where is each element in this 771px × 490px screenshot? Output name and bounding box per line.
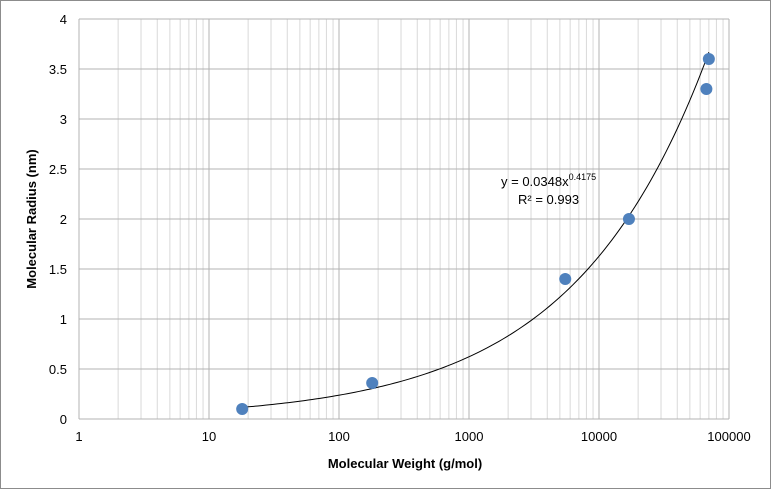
trendline-equation-base: y = 0.0348x [501, 174, 569, 189]
x-axis-title: Molecular Weight (g/mol) [328, 456, 482, 471]
data-point [366, 377, 379, 389]
y-tick-label: 3.5 [49, 62, 67, 77]
y-axis-title: Molecular Radius (nm) [24, 149, 39, 288]
y-tick-label: 0.5 [49, 362, 67, 377]
trendline-group [242, 52, 710, 408]
data-point [236, 403, 249, 415]
data-point [702, 53, 715, 65]
data-point [700, 83, 713, 95]
data-points [236, 53, 715, 415]
major-gridlines [78, 18, 730, 420]
y-tick-label: 1.5 [49, 262, 67, 277]
trendline-equation-exponent: 0.4175 [569, 172, 597, 182]
trendline-r-squared: R² = 0.993 [518, 192, 579, 207]
y-tick-label: 4 [60, 12, 67, 27]
x-tick-label: 100 [328, 429, 350, 444]
y-tick-label: 3 [60, 112, 67, 127]
data-point [622, 213, 635, 225]
data-point [559, 273, 572, 285]
y-tick-labels: 0 0.5 1 1.5 2 2.5 3 3.5 4 [49, 12, 67, 427]
y-tick-label: 1 [60, 312, 67, 327]
y-tick-label: 0 [60, 412, 67, 427]
x-tick-label: 1000 [455, 429, 484, 444]
trendline-equation: y = 0.0348x0.4175 [501, 172, 596, 189]
x-tick-label: 10000 [581, 429, 617, 444]
y-tick-label: 2 [60, 212, 67, 227]
x-tick-labels: 1 10 100 1000 10000 100000 [75, 429, 750, 444]
x-tick-label: 10 [202, 429, 216, 444]
y-tick-label: 2.5 [49, 162, 67, 177]
power-trendline [242, 52, 710, 408]
x-tick-label: 100000 [707, 429, 750, 444]
x-tick-label: 1 [75, 429, 82, 444]
